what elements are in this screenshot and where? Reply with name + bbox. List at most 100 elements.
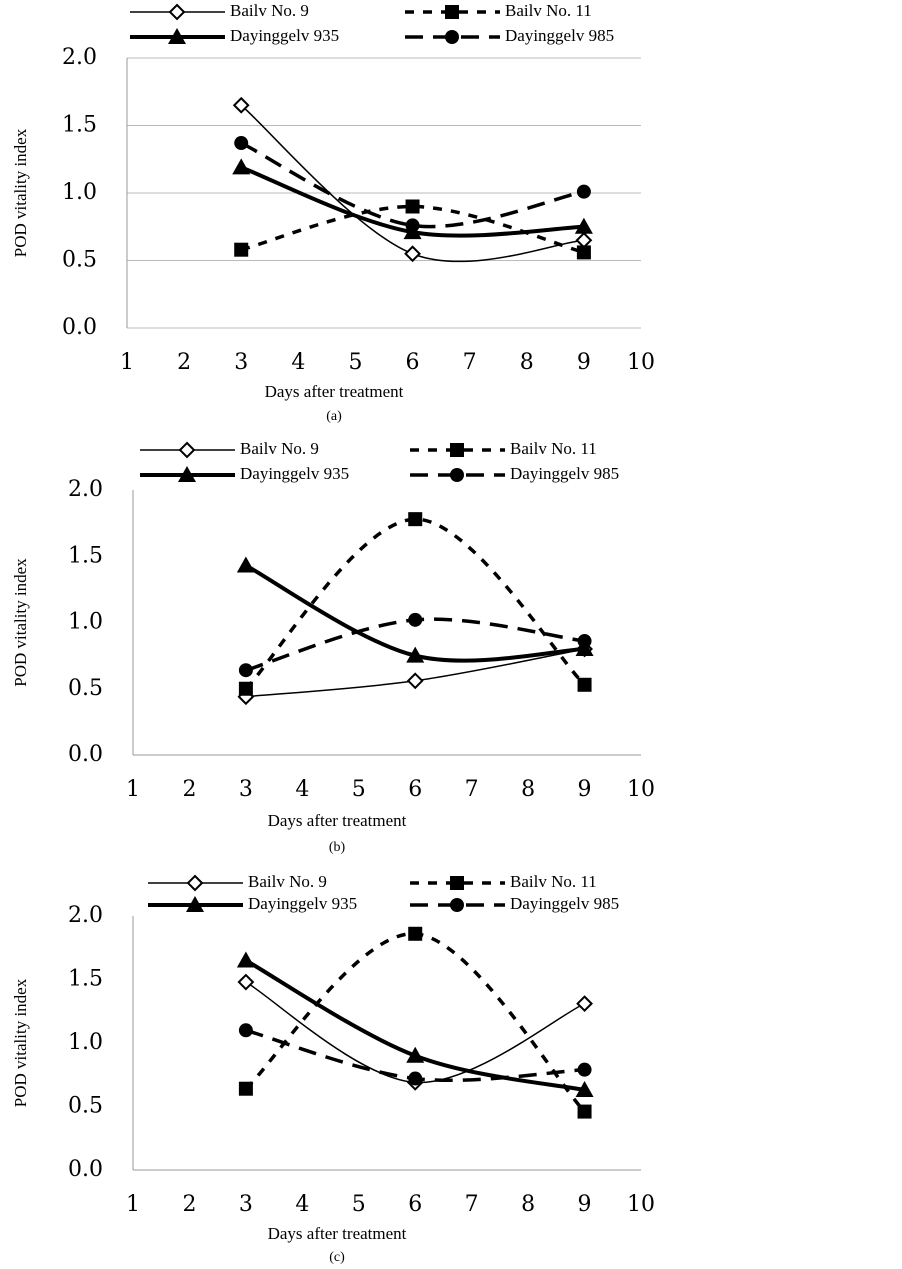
marker — [575, 231, 593, 249]
x-tick-label: 10 — [627, 777, 655, 802]
series-line — [244, 958, 585, 1092]
x-tick-label: 10 — [627, 350, 655, 375]
marker — [408, 512, 423, 527]
y-axis-label: POD vitality index — [11, 978, 30, 1107]
y-tick-label: 0.0 — [68, 1157, 103, 1182]
legend-label: Bailv No. 11 — [510, 439, 597, 458]
caption: (c) — [329, 1250, 345, 1265]
caption: (b) — [329, 840, 346, 855]
marker — [576, 245, 591, 260]
marker — [408, 612, 423, 627]
x-tick-label: 6 — [408, 1192, 422, 1217]
y-tick-label: 1.0 — [62, 180, 97, 205]
y-tick-label: 1.0 — [68, 610, 103, 635]
x-tick-label: 5 — [348, 350, 362, 375]
marker — [234, 136, 249, 151]
marker — [575, 1080, 594, 1097]
x-tick-label: 7 — [463, 350, 477, 375]
marker — [577, 1062, 592, 1077]
marker — [576, 184, 591, 199]
caption: (a) — [326, 409, 342, 424]
x-tick-label: 9 — [578, 1192, 592, 1217]
marker — [406, 672, 424, 690]
marker — [405, 218, 420, 233]
marker — [168, 3, 186, 21]
marker — [576, 995, 593, 1013]
x-axis-label: Days after treatment — [268, 1224, 407, 1243]
y-tick-label: 0.0 — [68, 742, 103, 767]
marker — [178, 441, 196, 459]
x-tick-label: 3 — [234, 350, 248, 375]
marker — [450, 876, 464, 890]
marker — [238, 1023, 253, 1038]
x-tick-label: 7 — [465, 777, 479, 802]
legend-label: Dayinggelv 935 — [230, 26, 339, 45]
x-tick-label: 8 — [521, 1192, 535, 1217]
marker — [450, 468, 464, 482]
y-tick-label: 0.5 — [68, 1094, 103, 1119]
x-tick-label: 6 — [406, 350, 420, 375]
marker — [445, 30, 459, 44]
y-axis-label: POD vitality index — [11, 128, 30, 257]
x-tick-label: 6 — [408, 777, 422, 802]
legend-label: Bailv No. 11 — [510, 872, 597, 891]
series-line — [240, 141, 585, 229]
y-tick-label: 1.5 — [68, 543, 103, 568]
legend-label: Bailv No. 9 — [248, 872, 327, 891]
marker — [232, 158, 251, 175]
marker — [238, 663, 253, 678]
x-tick-label: 8 — [521, 777, 535, 802]
legend-label: Dayinggelv 985 — [505, 26, 614, 45]
x-tick-label: 1 — [126, 777, 140, 802]
legend-label: Bailv No. 11 — [505, 1, 592, 20]
marker — [237, 973, 255, 991]
x-tick-label: 2 — [177, 350, 191, 375]
x-tick-label: 4 — [295, 1192, 309, 1217]
y-tick-label: 0.5 — [68, 676, 103, 701]
legend-label: Dayinggelv 935 — [248, 894, 357, 913]
x-tick-label: 9 — [578, 777, 592, 802]
y-axis-label: POD vitality index — [11, 558, 30, 687]
marker — [168, 28, 186, 44]
legend-label: Bailv No. 9 — [230, 1, 309, 20]
marker — [178, 466, 196, 482]
x-axis-label: Days after treatment — [268, 811, 407, 830]
y-tick-label: 1.5 — [62, 113, 97, 138]
y-tick-label: 2.0 — [68, 903, 103, 928]
y-tick-label: 0.0 — [62, 315, 97, 340]
marker — [445, 5, 459, 19]
x-tick-label: 3 — [239, 777, 253, 802]
marker — [406, 646, 425, 663]
marker — [408, 926, 423, 941]
y-tick-label: 1.0 — [68, 1030, 103, 1055]
x-tick-label: 2 — [182, 777, 196, 802]
marker — [404, 245, 421, 263]
x-tick-label: 8 — [520, 350, 534, 375]
series-line — [244, 517, 586, 690]
series-line — [245, 981, 585, 1084]
legend-label: Bailv No. 9 — [240, 439, 319, 458]
x-tick-label: 10 — [627, 1192, 655, 1217]
legend-label: Dayinggelv 985 — [510, 894, 619, 913]
marker — [450, 898, 464, 912]
marker — [186, 896, 204, 912]
legend-label: Dayinggelv 985 — [510, 464, 619, 483]
y-tick-label: 2.0 — [62, 45, 97, 70]
marker — [577, 1104, 592, 1119]
marker — [236, 556, 255, 573]
marker — [405, 199, 420, 214]
marker — [450, 443, 464, 457]
series-line — [240, 204, 585, 255]
y-tick-label: 0.5 — [62, 248, 97, 273]
x-axis-label: Days after treatment — [265, 382, 404, 401]
legend-label: Dayinggelv 935 — [240, 464, 349, 483]
x-tick-label: 5 — [352, 777, 366, 802]
marker — [406, 1046, 425, 1063]
x-tick-label: 4 — [295, 777, 309, 802]
x-tick-label: 1 — [126, 1192, 140, 1217]
y-tick-label: 2.0 — [68, 477, 103, 502]
x-tick-label: 5 — [352, 1192, 366, 1217]
x-tick-label: 3 — [239, 1192, 253, 1217]
